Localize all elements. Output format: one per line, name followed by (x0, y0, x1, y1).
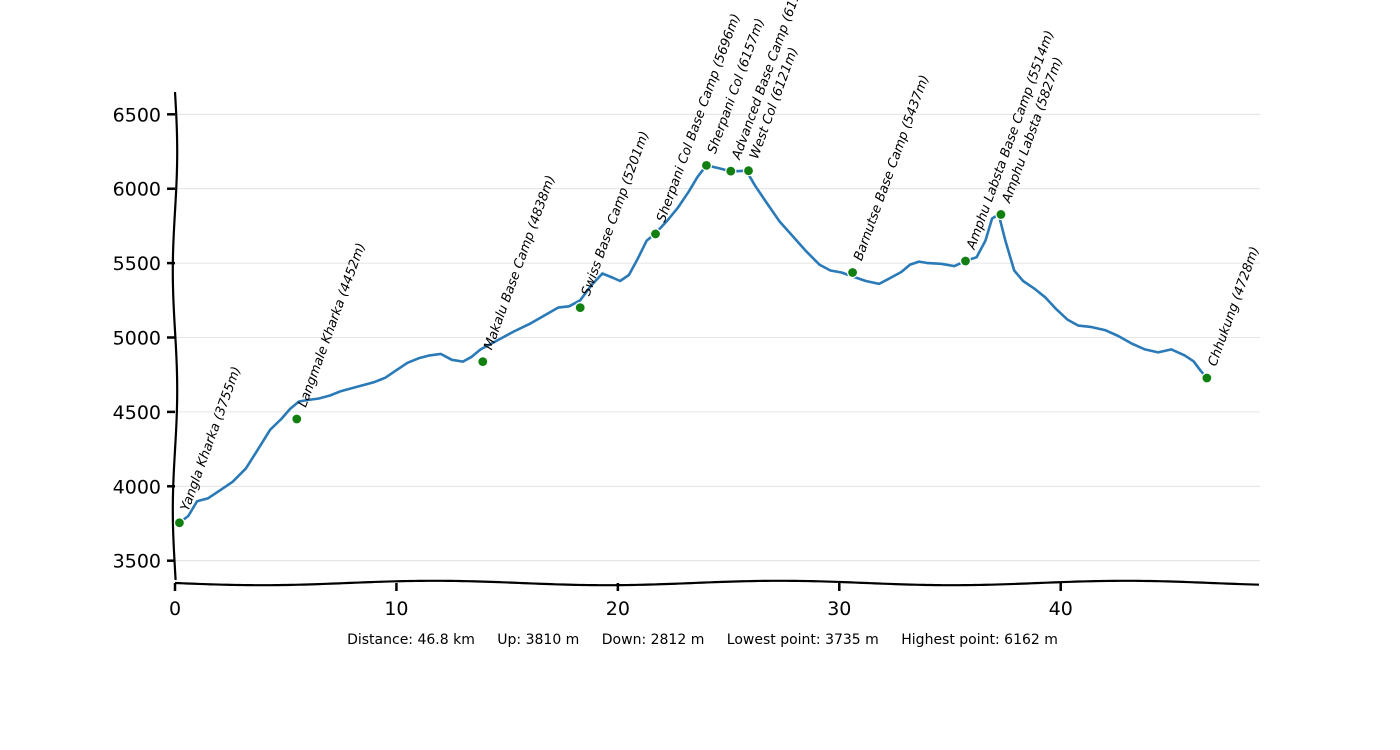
waypoint-label-8: Barnutse Base Camp (5437m) (851, 73, 932, 263)
waypoint-marker-10 (995, 208, 1007, 221)
waypoint-marker-4 (649, 228, 662, 240)
x-axis-line (174, 579, 1260, 587)
y-tick-label-4500: 4500 (113, 402, 161, 424)
waypoint-label-0: Yangla Kharka (3755m) (178, 365, 244, 513)
y-tick-label-6500: 6500 (113, 104, 161, 126)
waypoint-marker-2 (477, 356, 489, 368)
x-tick-label-40: 40 (1049, 598, 1073, 620)
waypoint-label-3: Swiss Base Camp (5201m) (579, 129, 653, 298)
waypoint-marker-7 (742, 165, 755, 177)
waypoint-label-1: Langmale Kharka (4452m) (295, 241, 368, 409)
waypoint-marker-9 (959, 255, 972, 267)
stat-lowest: Lowest point: 3735 m (727, 632, 879, 648)
elevation-line-group (178, 164, 1209, 525)
gridlines (175, 113, 1260, 562)
x-tick-label-0: 0 (169, 598, 181, 620)
waypoint-marker-1 (291, 413, 303, 425)
waypoint-marker-11 (1201, 372, 1213, 384)
x-tick-label-20: 20 (606, 598, 630, 620)
waypoint-marker-3 (574, 301, 586, 314)
y-tick-label-3500: 3500 (113, 551, 161, 573)
x-tick-label-10: 10 (384, 598, 408, 620)
waypoint-labels: Yangla Kharka (3755m) Langmale Kharka (44… (178, 0, 1263, 513)
y-tick-label-6000: 6000 (113, 179, 161, 201)
stat-up: Up: 3810 m (497, 632, 579, 648)
waypoint-marker-8 (846, 266, 859, 279)
y-tick-label-4000: 4000 (113, 476, 161, 498)
y-tick-label-5500: 5500 (113, 253, 161, 275)
y-tick-label-5000: 5000 (113, 328, 161, 350)
waypoint-markers (173, 159, 1213, 529)
axes: 3500 4000 4500 5000 5500 6000 6500 0 10 20 30 40 (113, 91, 1260, 620)
stat-down: Down: 2812 m (602, 632, 705, 648)
trip-stats: Distance: 46.8 km Up: 3810 m Down: 2812 … (347, 632, 1058, 648)
waypoint-marker-5 (700, 159, 713, 171)
stat-highest: Highest point: 6162 m (901, 632, 1058, 648)
stat-distance: Distance: 46.8 km (347, 632, 475, 648)
y-axis-line (171, 91, 179, 581)
waypoint-marker-6 (725, 165, 737, 177)
waypoint-marker-0 (173, 517, 186, 529)
elevation-series-line (178, 164, 1209, 525)
waypoint-label-9: Amphu Labsta Base Camp (5514m) (964, 29, 1058, 253)
x-tick-label-30: 30 (827, 598, 851, 620)
